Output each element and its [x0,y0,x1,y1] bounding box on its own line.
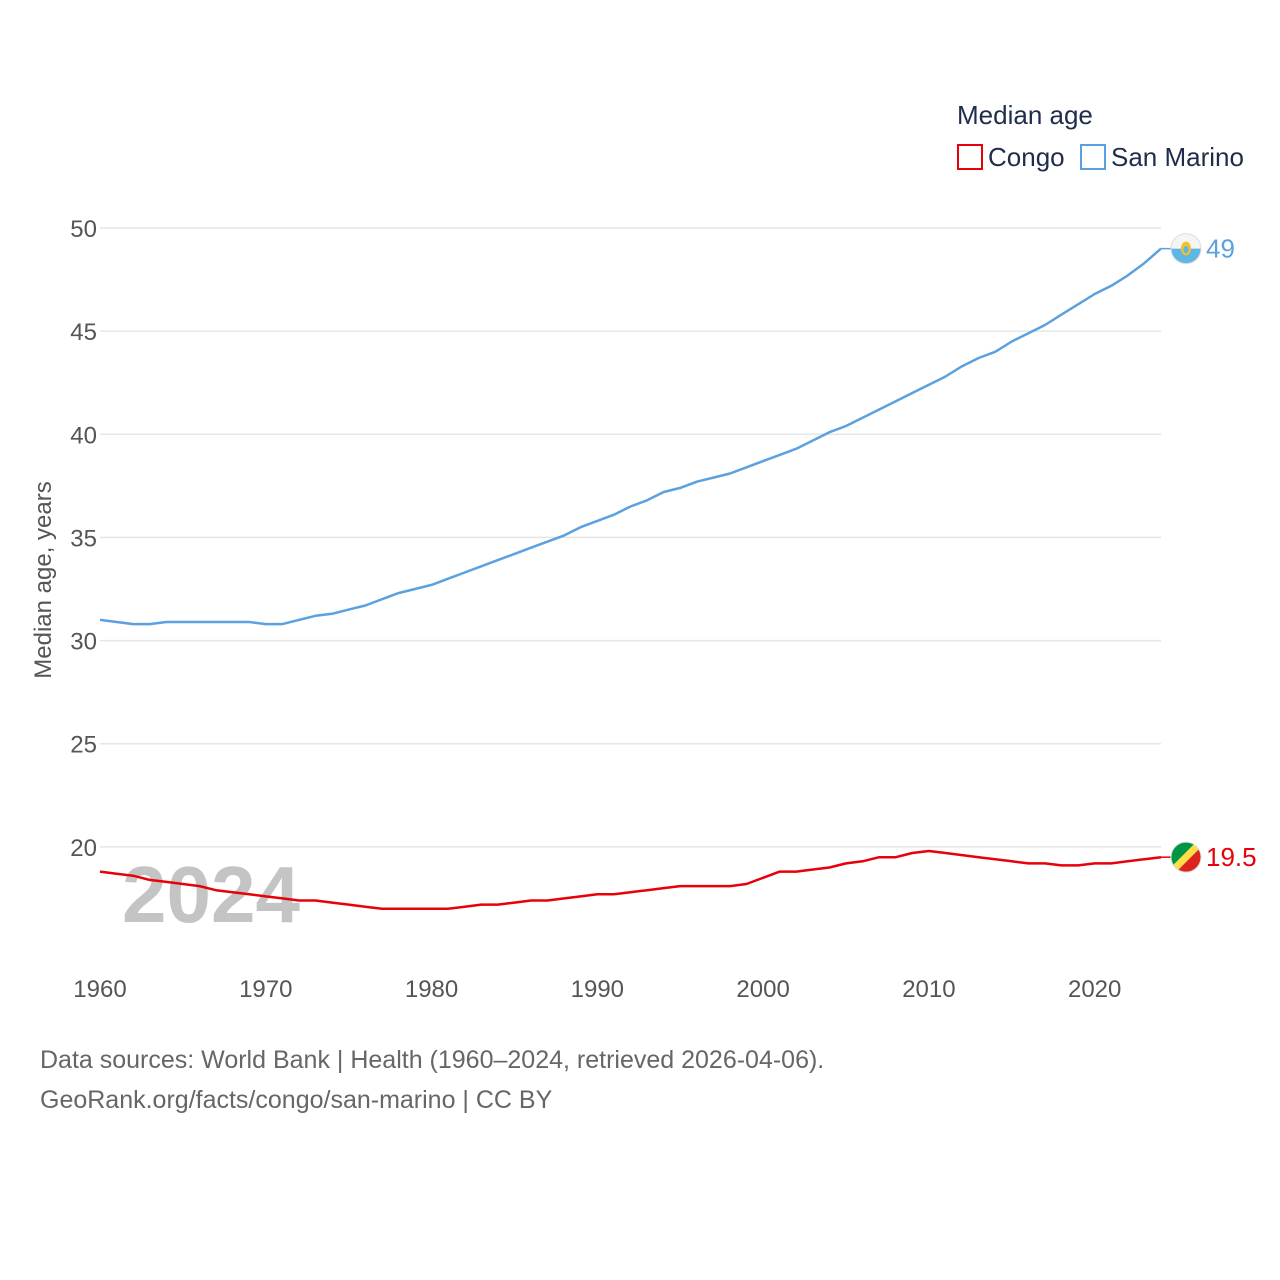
end-value-label-congo: 19.5 [1206,842,1257,872]
legend-swatch-congo[interactable] [957,144,983,170]
x-axis-ticks: 1960 1970 1980 1990 2000 2010 2020 [73,976,1121,1003]
x-tick-label: 2000 [736,976,789,1003]
x-tick-label: 2020 [1068,976,1121,1003]
legend-swatch-san-marino[interactable] [1080,144,1106,170]
series-endpoints: 19.5 49 [1161,233,1257,873]
series-line-congo[interactable] [99,849,1162,910]
y-tick-label: 50 [70,216,97,243]
x-tick-label: 1980 [405,976,458,1003]
series-line-san-marino[interactable] [99,247,1162,626]
legend: Median age Congo San Marino [957,100,1244,172]
x-tick-label: 1970 [239,976,292,1003]
line-chart: 20 25 30 35 40 45 50 1960 1970 1980 1990 2000 2010 2… [30,100,1257,1003]
y-tick-label: 35 [70,525,97,552]
x-tick-label: 1960 [73,976,126,1003]
current-year-watermark: 2024 [122,850,300,939]
y-tick-label: 25 [70,732,97,759]
grid-lines [100,227,1161,848]
y-axis-ticks: 20 25 30 35 40 45 50 [70,216,97,862]
san-marino-flag-icon [1170,233,1202,265]
series-lines [99,247,1162,910]
legend-label-san-marino[interactable]: San Marino [1111,142,1244,172]
end-value-label-san-marino: 49 [1206,234,1235,264]
legend-title: Median age [957,100,1093,130]
source-line-1: Data sources: World Bank | Health (1960–… [40,1046,825,1074]
source-line-2[interactable]: GeoRank.org/facts/congo/san-marino | CC … [40,1086,553,1114]
x-tick-label: 2010 [902,976,955,1003]
legend-label-congo[interactable]: Congo [988,142,1065,172]
y-tick-label: 40 [70,422,97,449]
y-tick-label: 20 [70,835,97,862]
y-tick-label: 45 [70,319,97,346]
y-tick-label: 30 [70,629,97,656]
congo-flag-icon [1170,841,1202,873]
x-tick-label: 1990 [571,976,624,1003]
y-axis-title: Median age, years [30,481,57,678]
